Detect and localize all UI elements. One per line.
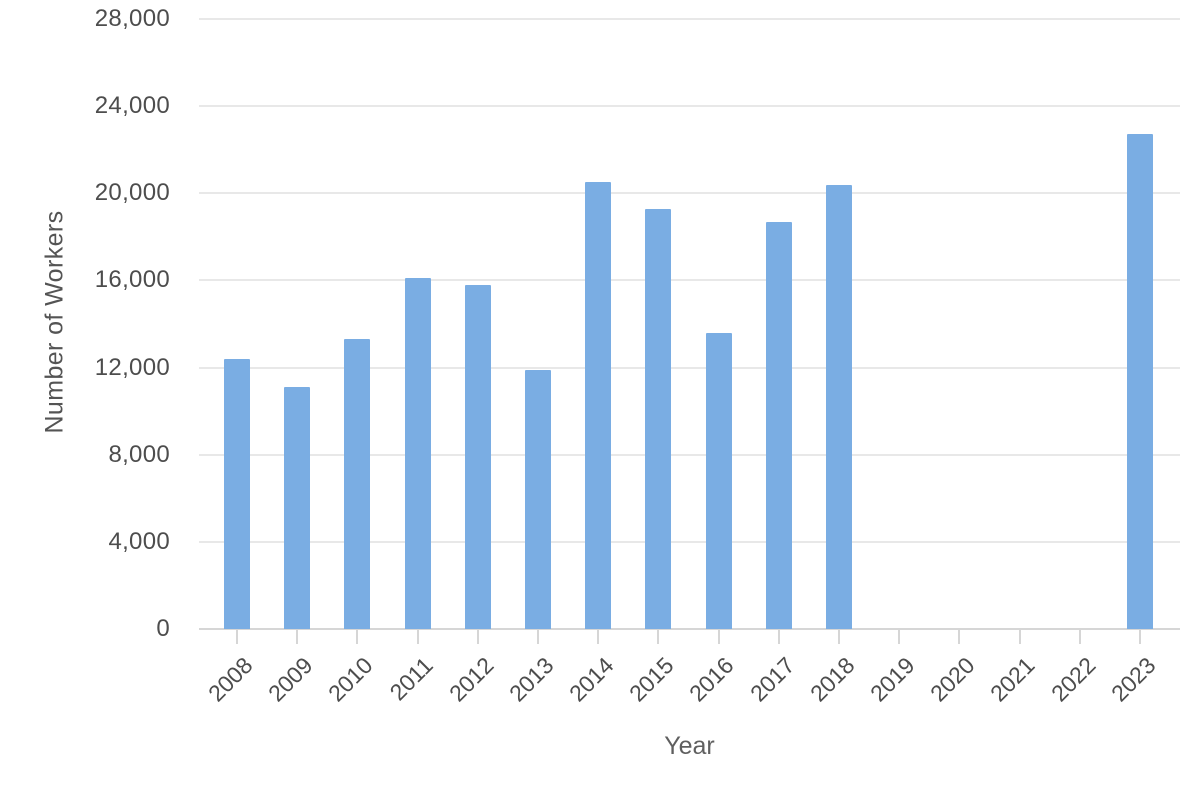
x-tick-mark <box>717 629 720 644</box>
bar-2011 <box>404 278 431 629</box>
x-tick-mark <box>416 629 419 644</box>
x-tick-label-2017: 2017 <box>744 652 800 707</box>
bar-2015 <box>645 208 672 629</box>
gridline <box>199 105 1180 108</box>
x-tick-mark <box>296 629 299 644</box>
x-tick-mark <box>838 629 840 644</box>
x-tick-label-2022: 2022 <box>1045 652 1101 707</box>
y-tick-label: 28,000 <box>94 5 170 32</box>
x-tick-label-2013: 2013 <box>503 652 559 707</box>
x-tick-mark <box>958 629 961 644</box>
y-tick-label: 8,000 <box>108 440 170 468</box>
bar-2023 <box>1127 134 1153 629</box>
bar-2016 <box>705 332 732 629</box>
x-tick-mark <box>537 629 539 644</box>
bar-2018 <box>826 184 852 629</box>
gridline <box>199 540 1180 543</box>
x-tick-mark <box>1078 629 1081 644</box>
y-tick-label: 12,000 <box>94 353 170 381</box>
x-tick-label-2015: 2015 <box>624 652 679 707</box>
x-tick-mark <box>356 629 359 644</box>
x-tick-mark <box>777 629 780 644</box>
x-tick-mark <box>1139 629 1141 644</box>
x-tick-label-2023: 2023 <box>1105 652 1161 707</box>
x-tick-mark <box>236 629 238 644</box>
x-tick-label-2019: 2019 <box>865 652 920 707</box>
x-tick-label-2008: 2008 <box>202 652 258 707</box>
x-tick-mark <box>898 629 901 644</box>
x-tick-label-2014: 2014 <box>564 652 619 707</box>
x-tick-label-2009: 2009 <box>263 652 318 707</box>
x-tick-mark <box>1018 629 1021 644</box>
x-tick-label-2012: 2012 <box>443 652 499 707</box>
x-tick-label-2018: 2018 <box>804 652 860 707</box>
x-tick-mark <box>657 629 660 644</box>
x-tick-mark <box>476 629 479 644</box>
y-tick-label: 0 <box>156 615 170 642</box>
x-tick-label-2016: 2016 <box>684 652 739 707</box>
x-axis-line <box>199 628 1180 630</box>
bar-2014 <box>585 182 612 629</box>
gridline <box>199 453 1180 456</box>
y-tick-label: 16,000 <box>94 266 170 294</box>
x-tick-label-2020: 2020 <box>925 652 980 707</box>
bar-2017 <box>765 221 792 629</box>
bar-2010 <box>344 339 371 629</box>
y-tick-label: 4,000 <box>108 527 170 555</box>
bar-2008 <box>224 358 250 629</box>
plot-area <box>199 18 1180 644</box>
x-tick-label-2021: 2021 <box>985 652 1040 707</box>
y-tick-label: 24,000 <box>94 92 170 120</box>
bar-2009 <box>284 387 311 629</box>
gridline <box>199 366 1180 369</box>
y-tick-label: 20,000 <box>94 179 170 207</box>
x-axis-title: Year <box>664 732 715 760</box>
bar-2013 <box>525 369 551 629</box>
y-axis-title: Number of Workers <box>40 210 69 434</box>
x-tick-mark <box>597 629 600 644</box>
bar-2012 <box>464 284 491 629</box>
x-tick-label-2010: 2010 <box>323 652 378 707</box>
gridline <box>199 18 1180 20</box>
gridline <box>199 279 1180 282</box>
x-tick-label-2011: 2011 <box>384 652 438 706</box>
gridline <box>199 192 1180 195</box>
